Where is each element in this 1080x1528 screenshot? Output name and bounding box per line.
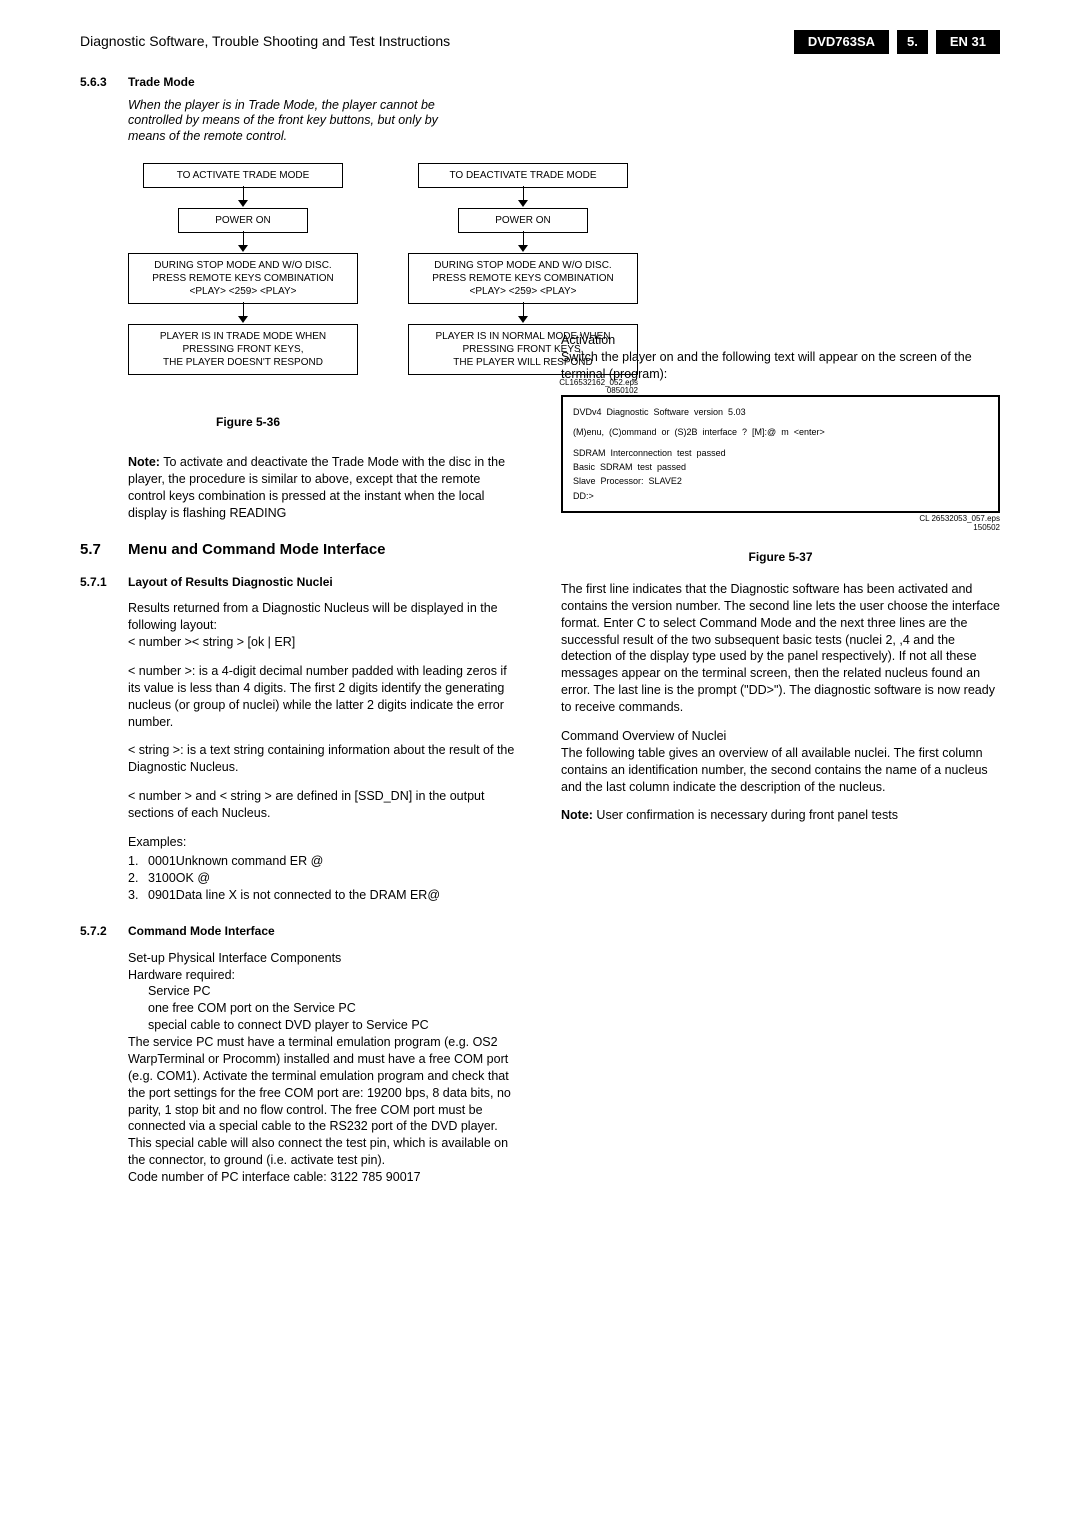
terminal-line: Slave Processor: SLAVE2 [573, 474, 988, 488]
flow-text: DURING STOP MODE AND W/O DISC. [434, 260, 611, 271]
two-column-layout: Figure 5-36 Note: To activate and deacti… [80, 414, 1000, 1198]
sublist-item: one free COM port on the Service PC [148, 1000, 519, 1017]
paragraph: Code number of PC interface cable: 3122 … [128, 1169, 519, 1186]
right-column: Activation Switch the player on and the … [561, 414, 1000, 1198]
terminal-line: DD:> [573, 489, 988, 503]
right-content: Activation Switch the player on and the … [561, 332, 1000, 824]
flow-text: PLAYER IS IN TRADE MODE WHEN [160, 331, 326, 342]
flow-text: PRESS REMOTE KEYS COMBINATION [152, 273, 334, 284]
flow-box: PLAYER IS IN TRADE MODE WHEN PRESSING FR… [128, 324, 358, 375]
activation-title: Activation [561, 332, 1000, 349]
sublist-item: special cable to connect DVD player to S… [148, 1017, 519, 1034]
list-item: 1.0001Unknown command ER @ [128, 853, 519, 870]
flow-text: DURING STOP MODE AND W/O DISC. [154, 260, 331, 271]
terminal-line: (M)enu, (C)ommand or (S)2B interface ? [… [573, 425, 988, 439]
paragraph: The service PC must have a terminal emul… [128, 1034, 519, 1169]
sec-571-num: 5.7.1 [80, 574, 128, 590]
terminal-line: SDRAM Interconnection test passed [573, 446, 988, 460]
activation-paragraph: Switch the player on and the following t… [561, 349, 1000, 383]
sec-57-num: 5.7 [80, 540, 128, 560]
list-text: 3100OK @ [148, 870, 210, 887]
sec-57-title: Menu and Command Mode Interface [128, 540, 386, 560]
sec-571-title: Layout of Results Diagnostic Nuclei [128, 574, 333, 590]
paragraph: The first line indicates that the Diagno… [561, 581, 1000, 716]
flow-text: PRESS REMOTE KEYS COMBINATION [432, 273, 614, 284]
flow-box: TO ACTIVATE TRADE MODE [143, 163, 343, 188]
flow-box: TO DEACTIVATE TRADE MODE [418, 163, 628, 188]
left-column: Figure 5-36 Note: To activate and deacti… [80, 414, 519, 1198]
sec-563-title: Trade Mode [128, 74, 195, 90]
note-text: User confirmation is necessary during fr… [593, 808, 898, 822]
examples-title: Examples: [128, 834, 519, 851]
paragraph: < number > and < string > are defined in… [128, 788, 519, 822]
list-item: 3.0901Data line X is not connected to th… [128, 887, 519, 904]
badge-model: DVD763SA [794, 30, 889, 54]
note-bold: Note: [128, 455, 160, 469]
sec-572-num: 5.7.2 [80, 923, 128, 939]
figure-5-36-label: Figure 5-36 [128, 414, 368, 430]
badge-section: 5. [897, 30, 928, 54]
terminal-output-box: DVDv4 Diagnostic Software version 5.03 (… [561, 395, 1000, 513]
para-text: < number >< string > [ok | ER] [128, 635, 295, 649]
paragraph: Results returned from a Diagnostic Nucle… [128, 600, 519, 651]
paragraph: < number >: is a 4-digit decimal number … [128, 663, 519, 731]
flow-box: DURING STOP MODE AND W/O DISC. PRESS REM… [128, 253, 358, 304]
list-num: 2. [128, 870, 148, 887]
note-paragraph: Note: User confirmation is necessary dur… [561, 807, 1000, 824]
eps-line2: 150502 [973, 523, 1000, 532]
trade-mode-note: When the player is in Trade Mode, the pl… [128, 98, 458, 145]
sec-571-heading: 5.7.1 Layout of Results Diagnostic Nucle… [80, 574, 519, 590]
list-item: 2.3100OK @ [128, 870, 519, 887]
terminal-line: Basic SDRAM test passed [573, 460, 988, 474]
note-text: To activate and deactivate the Trade Mod… [128, 455, 505, 520]
header-badges: DVD763SA 5. EN 31 [794, 30, 1000, 54]
flow-box: DURING STOP MODE AND W/O DISC. PRESS REM… [408, 253, 638, 304]
note-paragraph: Note: To activate and deactivate the Tra… [128, 454, 519, 522]
paragraph: Set-up Physical Interface Components [128, 950, 519, 967]
paragraph: Hardware required: [128, 967, 519, 984]
paragraph: The following table gives an overview of… [561, 745, 1000, 796]
para-text: Results returned from a Diagnostic Nucle… [128, 601, 498, 632]
flow-box: POWER ON [458, 208, 588, 233]
sec-572-heading: 5.7.2 Command Mode Interface [80, 923, 519, 939]
flow-box: POWER ON [178, 208, 308, 233]
flow-text: THE PLAYER DOESN'T RESPOND [163, 357, 323, 368]
sec-563-num: 5.6.3 [80, 74, 128, 90]
header-title: Diagnostic Software, Trouble Shooting an… [80, 32, 450, 51]
sublist-item: Service PC [148, 983, 519, 1000]
list-num: 3. [128, 887, 148, 904]
flow-text: <PLAY> <259> <PLAY> [470, 286, 577, 297]
paragraph: < string >: is a text string containing … [128, 742, 519, 776]
note-bold: Note: [561, 808, 593, 822]
terminal-line: DVDv4 Diagnostic Software version 5.03 [573, 405, 988, 419]
sec-572-title: Command Mode Interface [128, 923, 275, 939]
flow-text: <PLAY> <259> <PLAY> [190, 286, 297, 297]
page-header: Diagnostic Software, Trouble Shooting an… [80, 30, 1000, 54]
figure-5-37-label: Figure 5-37 [561, 549, 1000, 565]
flowchart-activate: TO ACTIVATE TRADE MODE POWER ON DURING S… [128, 163, 358, 375]
sec-57-heading: 5.7 Menu and Command Mode Interface [80, 540, 519, 560]
command-overview-title: Command Overview of Nuclei [561, 728, 1000, 745]
list-text: 0001Unknown command ER @ [148, 853, 323, 870]
terminal-eps-caption: CL 26532053_057.eps 150502 [561, 515, 1000, 533]
list-text: 0901Data line X is not connected to the … [148, 887, 440, 904]
list-num: 1. [128, 853, 148, 870]
flow-text: PRESSING FRONT KEYS, [183, 344, 304, 355]
eps-line1: CL 26532053_057.eps [919, 514, 1000, 523]
sec-563-heading: 5.6.3 Trade Mode [80, 74, 1000, 90]
badge-page: EN 31 [936, 30, 1000, 54]
